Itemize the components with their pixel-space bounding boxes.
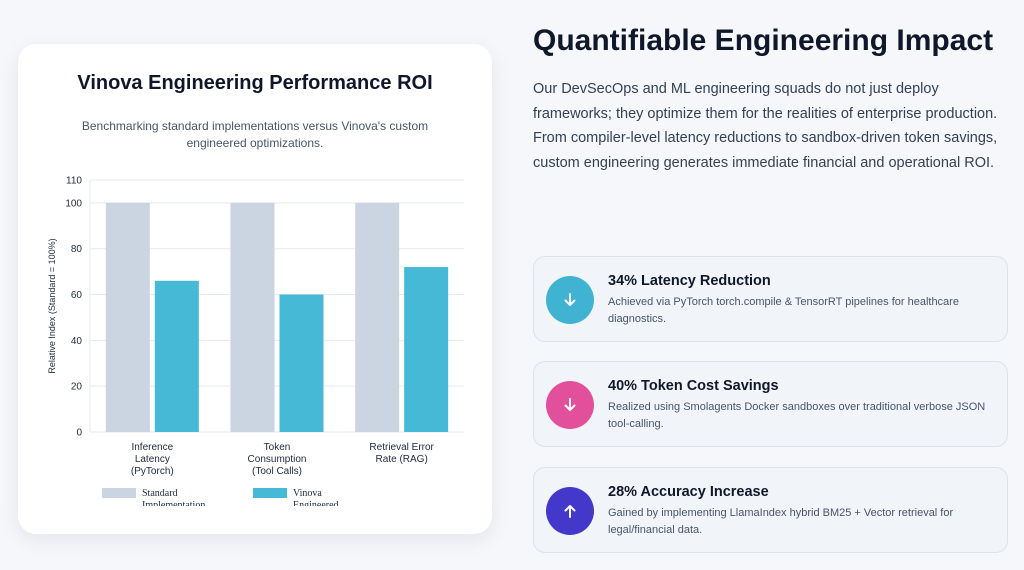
feature-title: 40% Token Cost Savings [608,378,779,394]
x-tick-label: (PyTorch) [131,466,174,477]
bar-vinova [279,294,324,432]
feature-title: 28% Accuracy Increase [608,484,769,500]
y-tick-label: 40 [71,336,83,347]
feature-description: Gained by implementing LlamaIndex hybrid… [608,507,954,536]
legend-label: Implementation [142,500,205,511]
legend-label: Standard [142,488,178,499]
y-tick-label: 80 [71,244,83,255]
legend-swatch [253,488,287,498]
bar-standard [355,202,400,432]
x-tick-label: Rate (RAG) [376,454,428,465]
x-tick-label: Inference [131,442,173,453]
y-tick-label: 60 [71,290,83,301]
y-axis-title: Relative Index (Standard = 100%) [47,238,57,373]
x-tick-label: Consumption [248,454,307,465]
feature-card-accuracy: 28% Accuracy Increase Gained by implemen… [533,467,1008,553]
arrow-down-icon [546,381,594,429]
x-tick-label: Token [264,442,291,453]
y-tick-label: 20 [71,382,83,393]
chart-card: Vinova Engineering Performance ROI Bench… [18,44,492,534]
bar-standard [230,202,275,432]
section-heading: Quantifiable Engineering Impact [533,24,994,57]
feature-description: Realized using Smolagents Docker sandbox… [608,401,986,430]
y-tick-label: 110 [66,176,82,187]
feature-card-token-savings: 40% Token Cost Savings Realized using Sm… [533,361,1008,447]
chart-title: Vinova Engineering Performance ROI [77,72,433,94]
y-tick-label: 0 [76,428,82,439]
x-tick-label: (Tool Calls) [252,466,302,477]
legend-label: Engineered [293,500,339,511]
y-tick-label: 100 [65,198,82,209]
bar-vinova [404,267,449,432]
chart-subtitle: Benchmarking standard implementations ve… [81,119,429,150]
bar-chart: 0 20 40 60 80 100 110 Relative Index (Standard … [47,176,464,526]
bar-vinova [154,280,199,432]
arrow-up-icon [546,487,594,535]
feature-card-latency: 34% Latency Reduction Achieved via PyTor… [533,256,1008,342]
impact-section: Quantifiable Engineering Impact Our DevS… [533,24,1013,175]
legend-swatch [102,488,136,498]
feature-description: Achieved via PyTorch torch.compile & Ten… [608,296,959,325]
section-intro: Our DevSecOps and ML engineering squads … [533,81,998,171]
legend-clip [78,506,458,526]
arrow-down-icon [546,276,594,324]
bar-standard [105,202,150,432]
feature-title: 34% Latency Reduction [608,273,771,289]
x-tick-label: Latency [135,454,170,465]
x-tick-label: Retrieval Error [369,442,434,453]
legend-label: Vinova [293,488,322,499]
